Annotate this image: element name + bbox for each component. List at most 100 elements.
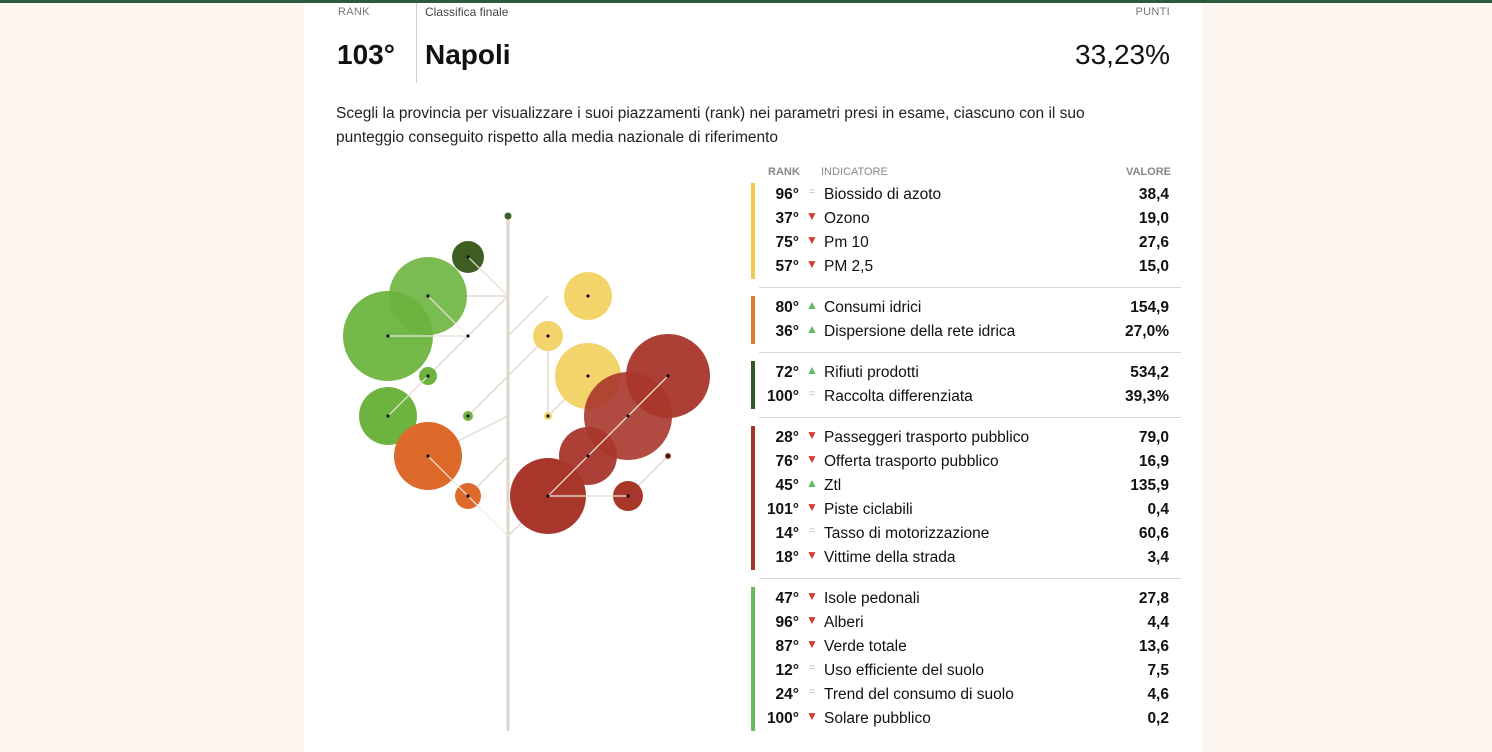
table-row[interactable]: 75° ▼ Pm 10 27,6 (751, 231, 1181, 255)
trend-down-icon: ▼ (806, 233, 818, 247)
table-row[interactable]: 96° = Biossido di azoto 38,4 (751, 183, 1181, 207)
table-row[interactable]: 28° ▼ Passeggeri trasporto pubblico 79,0 (751, 426, 1181, 450)
table-row[interactable]: 76° ▼ Offerta trasporto pubblico 16,9 (751, 450, 1181, 474)
table-row[interactable]: 37° ▼ Ozono 19,0 (751, 207, 1181, 231)
trend-down-icon: ▼ (806, 452, 818, 466)
province-name[interactable]: Napoli (425, 39, 511, 70)
row-rank: 12° (775, 662, 799, 679)
row-value: 38,4 (1138, 186, 1169, 203)
col-rank-header: RANK (768, 166, 800, 178)
row-value: 3,4 (1147, 549, 1169, 566)
trend-up-icon: ▲ (806, 363, 818, 377)
row-indicator-name: Consumi idrici (824, 299, 922, 316)
row-value: 135,9 (1130, 477, 1169, 494)
group-color-bar (751, 426, 755, 570)
row-rank: 37° (775, 210, 799, 227)
row-rank: 24° (775, 686, 799, 703)
final-score: 33,23% (1075, 39, 1170, 70)
row-indicator-name: Uso efficiente del suolo (824, 662, 984, 679)
indicator-groups: 96° = Biossido di azoto 38,4 37° ▼ Ozono 19,0 75… (751, 183, 1181, 731)
table-row[interactable]: 100° = Raccolta differenziata 39,3% (751, 385, 1181, 409)
row-value: 534,2 (1130, 364, 1169, 381)
row-value: 27,6 (1138, 234, 1169, 251)
trend-down-icon: ▼ (806, 257, 818, 271)
row-value: 13,6 (1138, 638, 1169, 655)
row-indicator-name: Isole pedonali (824, 590, 920, 607)
table-row[interactable]: 80° ▲ Consumi idrici 154,9 (751, 296, 1181, 320)
ranking-card: RANK Classifica finale PUNTI 103° Napoli… (304, 3, 1203, 752)
row-rank: 45° (775, 477, 799, 494)
trend-down-icon: ▼ (806, 500, 818, 514)
row-rank: 36° (775, 323, 799, 340)
table-row[interactable]: 72° ▲ Rifiuti prodotti 534,2 (751, 361, 1181, 385)
top-accent-bar (0, 0, 1492, 3)
table-row[interactable]: 18° ▼ Vittime della strada 3,4 (751, 546, 1181, 570)
table-row[interactable]: 36° ▲ Dispersione della rete idrica 27,0% (751, 320, 1181, 344)
table-row[interactable]: 57° ▼ PM 2,5 15,0 (751, 255, 1181, 279)
table-row[interactable]: 14° = Tasso di motorizzazione 60,6 (751, 522, 1181, 546)
trend-eq-icon: = (808, 186, 816, 198)
row-indicator-name: Dispersione della rete idrica (824, 323, 1016, 340)
group-separator (759, 578, 1181, 579)
table-row[interactable]: 100° ▼ Solare pubblico 0,2 (751, 707, 1181, 731)
row-value: 4,6 (1147, 686, 1169, 703)
table-row[interactable]: 47° ▼ Isole pedonali 27,8 (751, 587, 1181, 611)
trend-down-icon: ▼ (806, 637, 818, 651)
group-color-bar (751, 183, 755, 279)
row-value: 7,5 (1147, 662, 1169, 679)
table-row[interactable]: 101° ▼ Piste ciclabili 0,4 (751, 498, 1181, 522)
row-indicator-name: Passeggeri trasporto pubblico (824, 429, 1030, 446)
header-divider (416, 3, 417, 83)
row-indicator-name: Trend del consumo di suolo (824, 686, 1014, 703)
col-value-header: VALORE (1125, 166, 1171, 178)
group-color-bar (751, 361, 755, 409)
row-indicator-name: Vittime della strada (824, 549, 956, 566)
group-separator (759, 417, 1181, 418)
table-header: RANK INDICATORE VALORE (751, 166, 1181, 183)
row-rank: 18° (775, 549, 799, 566)
row-rank: 72° (775, 364, 799, 381)
row-indicator-name: PM 2,5 (824, 258, 874, 275)
row-rank: 14° (775, 525, 799, 542)
row-indicator-name: Raccolta differenziata (824, 388, 973, 405)
trend-eq-icon: = (808, 525, 816, 537)
row-rank: 100° (766, 388, 799, 405)
final-rank: 103° (337, 39, 395, 70)
punti-label: PUNTI (1135, 6, 1170, 18)
row-value: 27,8 (1138, 590, 1169, 607)
table-row[interactable]: 96° ▼ Alberi 4,4 (751, 611, 1181, 635)
tree-circles (343, 212, 710, 534)
group-separator (759, 352, 1181, 353)
trend-eq-icon: = (808, 388, 816, 400)
trend-up-icon: ▲ (806, 322, 818, 336)
indicator-group: 96° = Biossido di azoto 38,4 37° ▼ Ozono 19,0 75… (751, 183, 1181, 279)
row-indicator-name: Alberi (824, 614, 864, 631)
row-rank: 96° (775, 186, 799, 203)
row-rank: 87° (775, 638, 799, 655)
row-indicator-name: Ztl (824, 477, 842, 494)
indicator-tree (343, 212, 710, 731)
row-rank: 47° (775, 590, 799, 607)
row-rank: 28° (775, 429, 799, 446)
indicator-group: 72° ▲ Rifiuti prodotti 534,2 100° = Raccolta d… (751, 361, 1181, 409)
trend-down-icon: ▼ (806, 428, 818, 442)
row-indicator-name: Solare pubblico (824, 710, 931, 727)
row-value: 4,4 (1147, 614, 1169, 631)
row-value: 154,9 (1130, 299, 1169, 316)
table-row[interactable]: 12° = Uso efficiente del suolo 7,5 (751, 659, 1181, 683)
row-indicator-name: Verde totale (824, 638, 907, 655)
classifica-label: Classifica finale (425, 5, 509, 19)
row-rank: 57° (775, 258, 799, 275)
row-indicator-name: Biossido di azoto (824, 186, 942, 203)
group-color-bar (751, 296, 755, 344)
table-row[interactable]: 45° ▲ Ztl 135,9 (751, 474, 1181, 498)
row-value: 0,2 (1147, 710, 1169, 727)
indicator-group: 47° ▼ Isole pedonali 27,8 96° ▼ Alberi 4,4 87° ▼ V… (751, 587, 1181, 731)
row-indicator-name: Ozono (824, 210, 870, 227)
row-indicator-name: Rifiuti prodotti (824, 364, 919, 381)
row-indicator-name: Piste ciclabili (824, 501, 913, 518)
trend-eq-icon: = (808, 686, 816, 698)
table-row[interactable]: 24° = Trend del consumo di suolo 4,6 (751, 683, 1181, 707)
table-row[interactable]: 87° ▼ Verde totale 13,6 (751, 635, 1181, 659)
row-indicator-name: Offerta trasporto pubblico (824, 453, 999, 470)
